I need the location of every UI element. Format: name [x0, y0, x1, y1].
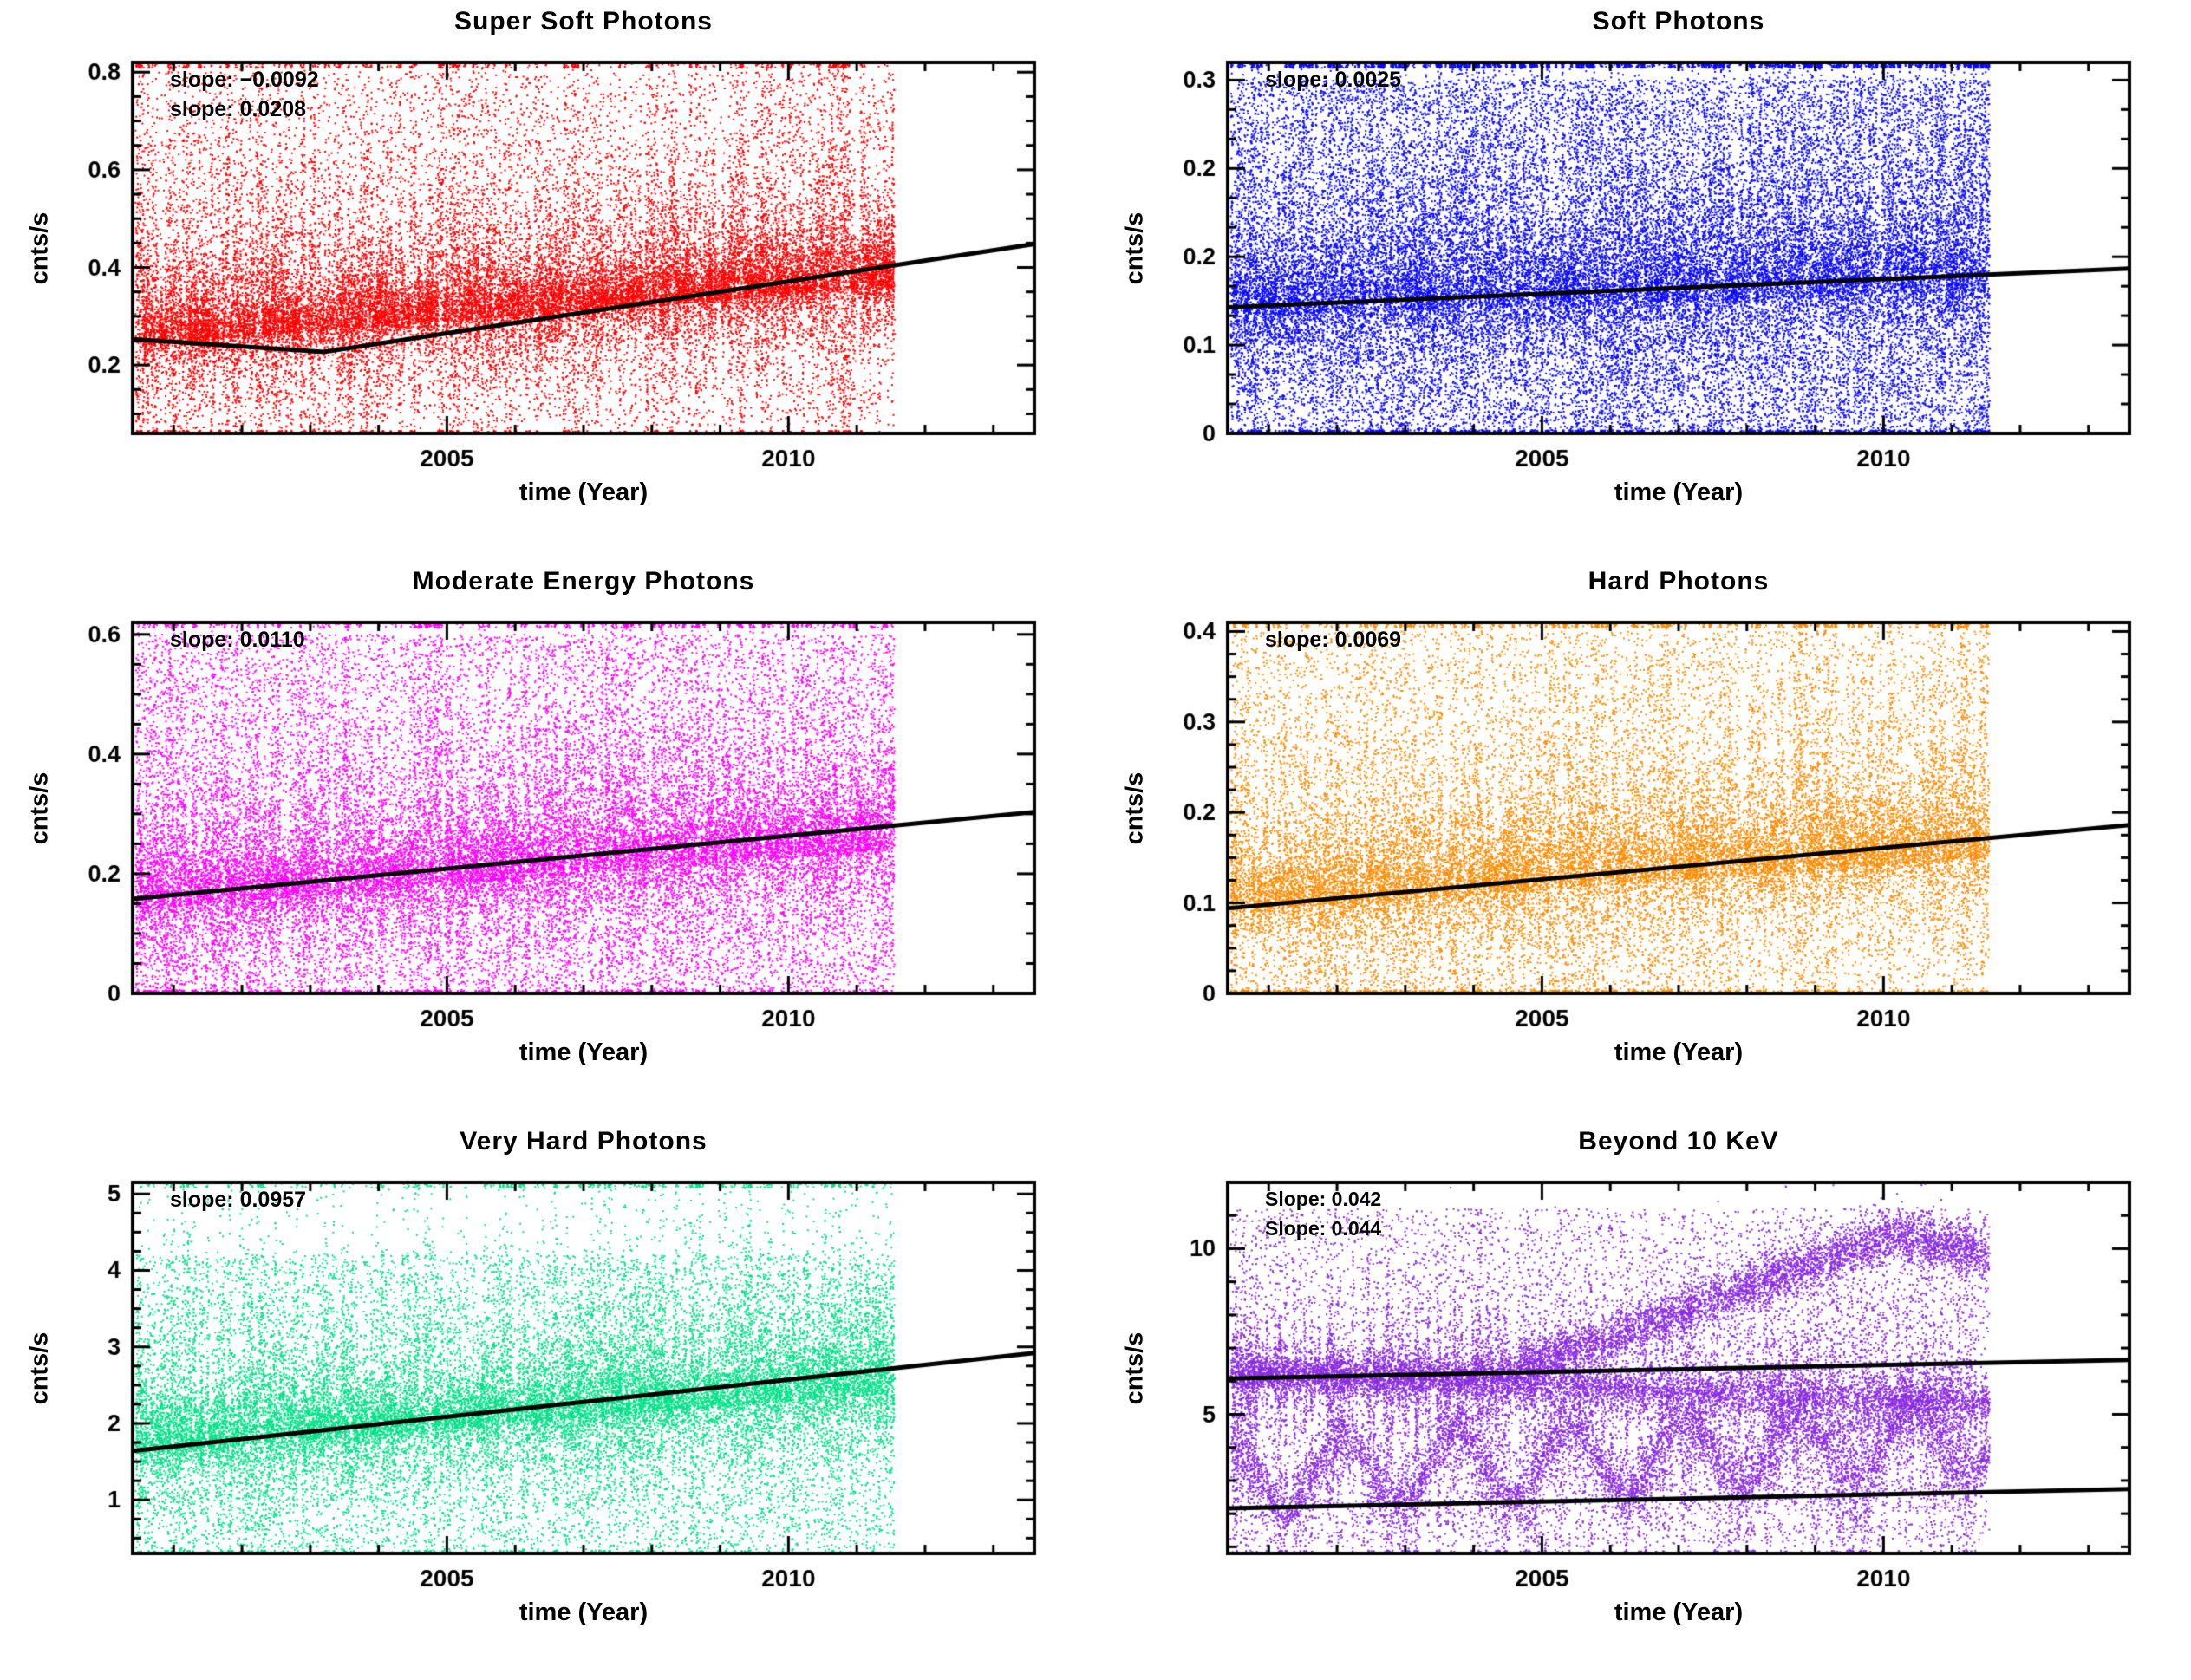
- y-axis-label-text: cnts/s: [1120, 212, 1149, 284]
- chart-title: Beyond 10 KeV: [1578, 1127, 1779, 1156]
- slope-annotation: slope: 0.0208: [170, 97, 307, 121]
- chart-panel-soft-photons: Soft Photons cnts/s time (Year) slope: 0…: [1095, 0, 2191, 560]
- chart-panel-hard-photons: Hard Photons cnts/s time (Year) slope: 0…: [1095, 560, 2191, 1120]
- y-axis-label: cnts/s: [1095, 62, 1175, 433]
- y-axis-label-text: cnts/s: [1120, 772, 1149, 844]
- y-axis-label-text: cnts/s: [25, 772, 54, 844]
- chart-panel-super-soft-photons: Super Soft Photons cnts/s time (Year) sl…: [0, 0, 1095, 560]
- y-axis-label: cnts/s: [0, 62, 80, 433]
- slope-annotation: slope: 0.0025: [1265, 68, 1402, 92]
- slope-annotation: slope: 0.0069: [1265, 628, 1402, 652]
- chart-panel-moderate-energy-photons: Moderate Energy Photons cnts/s time (Yea…: [0, 560, 1095, 1120]
- scatter-plot-canvas: [0, 0, 1095, 560]
- chart-title: Moderate Energy Photons: [412, 567, 755, 596]
- scatter-plot-canvas: [1095, 560, 2190, 1120]
- y-axis-label: cnts/s: [0, 622, 80, 993]
- y-axis-label: cnts/s: [1095, 622, 1175, 993]
- y-axis-label: cnts/s: [1095, 1182, 1175, 1553]
- y-axis-label-text: cnts/s: [25, 1332, 54, 1404]
- chart-title: Super Soft Photons: [454, 7, 713, 36]
- scatter-plot-canvas: [1095, 0, 2190, 560]
- slope-annotation: Slope: 0.042: [1265, 1188, 1382, 1210]
- x-axis-label: time (Year): [518, 479, 649, 506]
- slope-annotation: slope: 0.0110: [170, 628, 305, 652]
- y-axis-label-text: cnts/s: [25, 212, 54, 284]
- y-axis-label-text: cnts/s: [1120, 1332, 1149, 1404]
- y-axis-label: cnts/s: [0, 1182, 80, 1553]
- x-axis-label: time (Year): [1614, 1039, 1744, 1066]
- scatter-plot-canvas: [0, 560, 1095, 1120]
- x-axis-label: time (Year): [1614, 479, 1744, 506]
- x-axis-label: time (Year): [1614, 1599, 1744, 1626]
- scatter-plot-canvas: [0, 1120, 1095, 1680]
- x-axis-label: time (Year): [518, 1039, 649, 1066]
- chart-title: Very Hard Photons: [460, 1127, 708, 1156]
- chart-title: Hard Photons: [1588, 567, 1770, 596]
- x-axis-label: time (Year): [518, 1599, 649, 1626]
- slope-annotation: Slope: 0.044: [1265, 1217, 1382, 1240]
- chart-panel-very-hard-photons: Very Hard Photons cnts/s time (Year) slo…: [0, 1120, 1095, 1680]
- chart-title: Soft Photons: [1592, 7, 1765, 36]
- slope-annotation: slope: 0.0957: [170, 1188, 307, 1212]
- slope-annotation: slope: −0.0092: [170, 68, 319, 92]
- scatter-plot-canvas: [1095, 1120, 2190, 1680]
- chart-panel-beyond-10-kev: Beyond 10 KeV cnts/s time (Year) Slope: …: [1095, 1120, 2191, 1680]
